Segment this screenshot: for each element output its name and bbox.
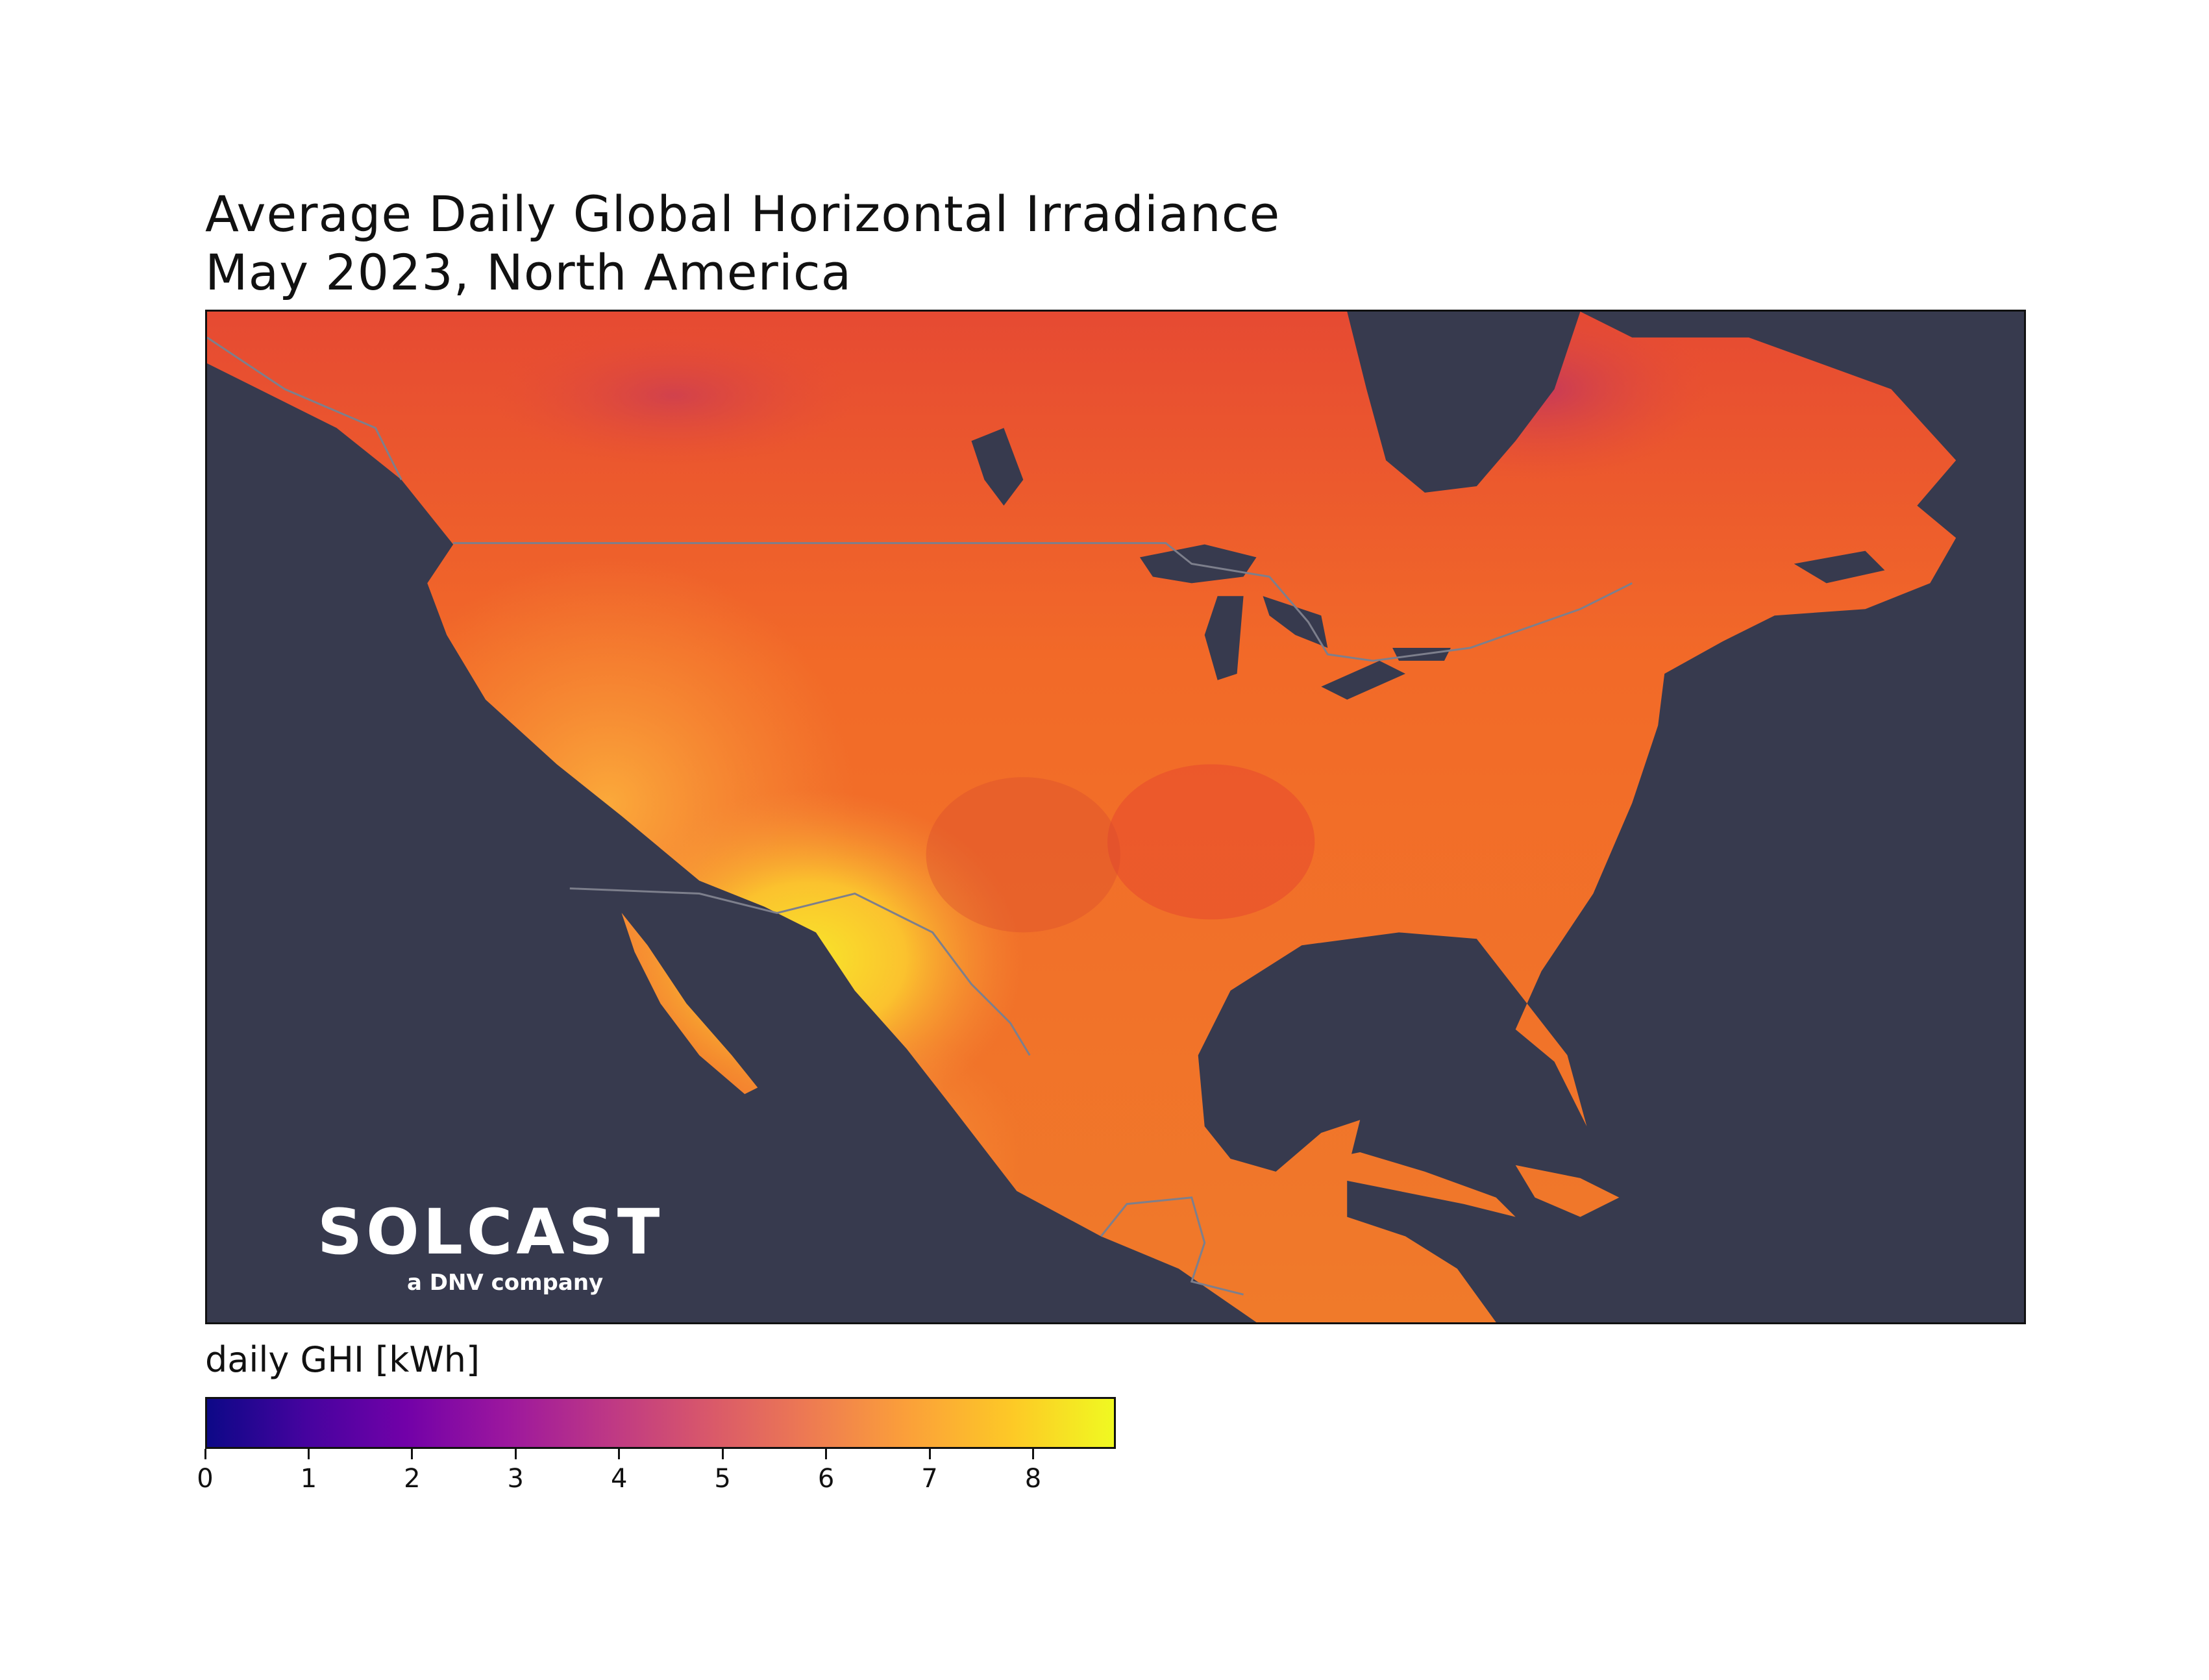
colorbar-tick-label: 6 (817, 1464, 835, 1494)
colorbar-tick (618, 1449, 621, 1459)
map-panel: SOLCAST a DNV company (205, 310, 2026, 1324)
colorbar-tick-label: 7 (921, 1464, 938, 1494)
colorbar-tick (411, 1449, 413, 1459)
colorbar-tick (928, 1449, 931, 1459)
colorbar-tick-label: 8 (1024, 1464, 1042, 1494)
solcast-logo: SOLCAST a DNV company (317, 1196, 720, 1296)
water-bodies (971, 312, 1885, 700)
colorbar-tick-label: 4 (610, 1464, 628, 1494)
country-borders (207, 336, 1633, 1296)
colorbar-tick-label: 2 (404, 1464, 421, 1494)
logo-tagline: a DNV company (407, 1270, 604, 1296)
colorbar-tick-label: 1 (300, 1464, 317, 1494)
colorbar-label: daily GHI [kWh] (205, 1339, 480, 1380)
colorbar-tick (825, 1449, 828, 1459)
map-title: Average Daily Global Horizontal Irradian… (205, 185, 1281, 243)
colorbar-tick (1031, 1449, 1034, 1459)
colorbar (205, 1397, 1116, 1449)
colorbar-tick (721, 1449, 724, 1459)
map-subtitle: May 2023, North America (205, 243, 852, 301)
colorbar-tick-label: 5 (714, 1464, 731, 1494)
colorbar-tick (514, 1449, 517, 1459)
colorbar-tick (307, 1449, 310, 1459)
irradiance-map (207, 312, 1956, 1322)
land-mass (207, 312, 1956, 1322)
colorbar-tick-label: 3 (507, 1464, 524, 1494)
logo-wordmark: SOLCAST (317, 1196, 664, 1268)
colorbar-tick (204, 1449, 206, 1459)
colorbar-tick-label: 0 (197, 1464, 214, 1494)
